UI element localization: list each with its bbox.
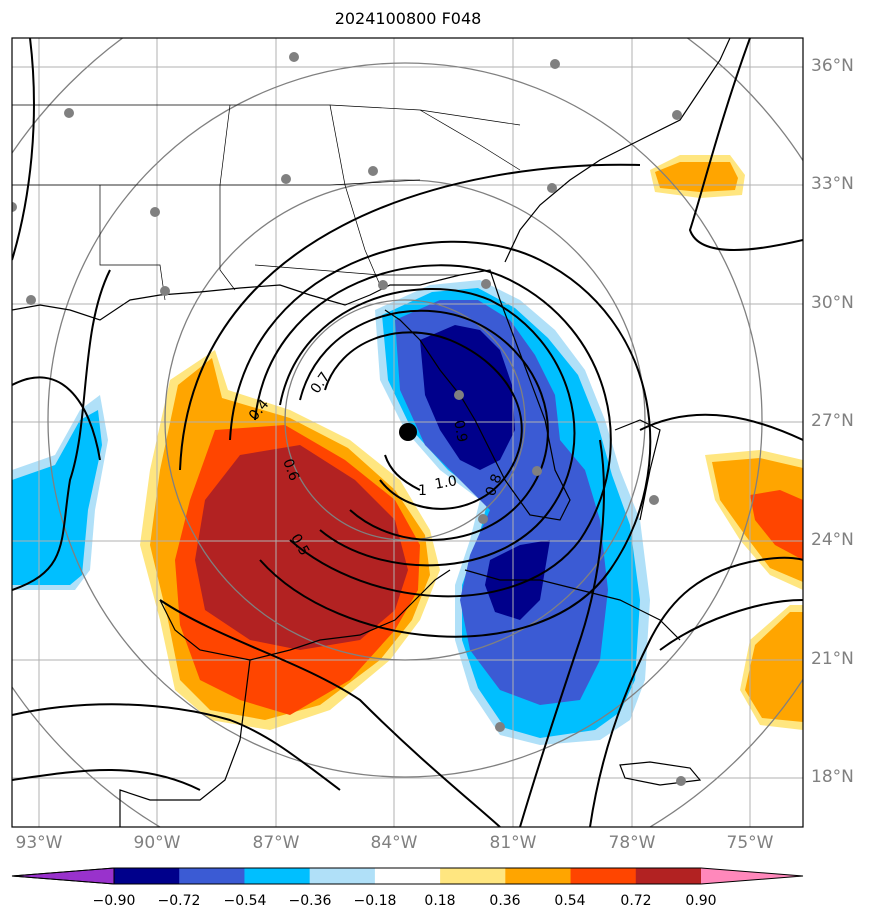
colorbar-segment (179, 868, 245, 884)
colorbar-tick: −0.72 (157, 893, 201, 909)
station-dot (676, 776, 686, 786)
station-dot (532, 466, 542, 476)
lon-label: 87°W (252, 833, 300, 853)
colorbar-extension-high (701, 868, 803, 884)
chart-title: 2024100800 F048 (334, 9, 482, 28)
colorbar-tick: −0.90 (92, 893, 136, 909)
station-dot (64, 108, 74, 118)
contour-label: 0.9 (450, 419, 470, 444)
station-dot (550, 59, 560, 69)
lat-label: 18°N (811, 767, 854, 787)
lat-label: 36°N (811, 56, 854, 76)
colorbar-tick: 0.36 (489, 893, 521, 909)
colorbar-tick: 0.90 (685, 893, 717, 909)
station-dot (378, 280, 388, 290)
colorbar-segment (505, 868, 572, 884)
line-contours (12, 38, 803, 827)
range-rings (12, 38, 803, 827)
station-dot (289, 52, 299, 62)
lat-label: 21°N (811, 649, 854, 669)
station-markers (12, 52, 686, 786)
colorbar-segment (309, 868, 376, 884)
lon-label: 81°W (489, 833, 537, 853)
contour-label: 0.8 (483, 472, 506, 498)
colorbar-segment (635, 868, 702, 884)
colorbar-segment (570, 868, 637, 884)
lon-label: 75°W (726, 833, 774, 853)
map-panel: 0.4 0.7 0.6 0.5 0.8 1.0 0.9 1 (11, 37, 804, 828)
station-dot (649, 495, 659, 505)
lon-label: 93°W (15, 833, 63, 853)
station-dot (368, 166, 378, 176)
lat-label: 33°N (811, 174, 854, 194)
lat-label: 24°N (811, 530, 854, 550)
colorbar-tick: −0.18 (353, 893, 397, 909)
colorbar-outline (11, 867, 115, 885)
colorbar-extension-low (12, 868, 114, 884)
contour-label: 0.6 (279, 457, 302, 483)
colorbar-segment (244, 868, 311, 884)
map-frame (11, 37, 804, 828)
colorbar (11, 867, 804, 885)
station-dot (495, 722, 505, 732)
filled-contours (12, 155, 803, 745)
colorbar-tick: 0.72 (620, 893, 652, 909)
colorbar-segment (440, 868, 506, 884)
station-dot (547, 183, 557, 193)
lon-label: 84°W (370, 833, 418, 853)
lat-label: 27°N (811, 411, 854, 431)
station-dot (281, 174, 291, 184)
station-dot (454, 390, 464, 400)
station-dot (26, 295, 36, 305)
lon-label: 90°W (133, 833, 181, 853)
station-dot (150, 207, 160, 217)
station-dot (481, 279, 491, 289)
graticule (12, 38, 803, 827)
station-dot (478, 514, 488, 524)
contour-label: 0.7 (308, 369, 334, 396)
colorbar-tick: 0.54 (554, 893, 586, 909)
state-borders (12, 104, 521, 301)
colorbar-segment (114, 868, 180, 884)
colorbar-tick: −0.36 (288, 893, 332, 909)
colorbar-tick: −0.54 (223, 893, 267, 909)
colorbar-segment (374, 868, 441, 884)
colorbar-tick: 0.18 (424, 893, 456, 909)
station-dot (12, 202, 17, 212)
lon-label: 78°W (608, 833, 656, 853)
station-dot (160, 286, 170, 296)
storm-center-marker (399, 423, 417, 441)
contour-label: 1 (418, 483, 427, 499)
station-dot (672, 110, 682, 120)
lat-label: 30°N (811, 293, 854, 313)
coastlines (12, 38, 731, 827)
contour-label: 1.0 (434, 473, 459, 493)
